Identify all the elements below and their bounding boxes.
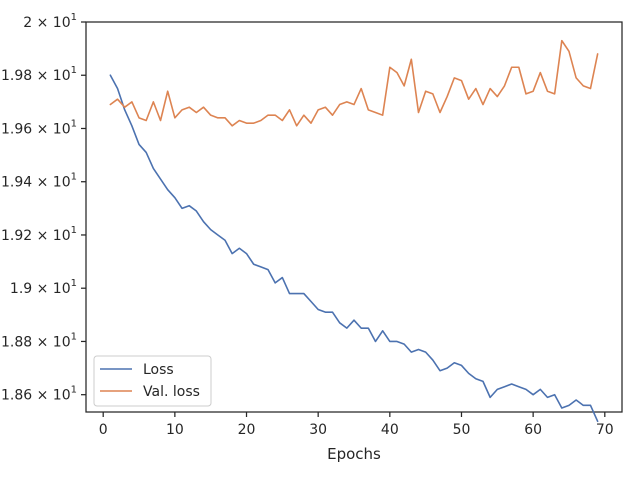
series-line-val-loss	[109, 39, 599, 127]
series-line-loss	[109, 74, 599, 423]
y-tick-label: 1.92 × 101	[1, 225, 77, 244]
y-axis-ticks: 1.86 × 101 1.88 × 101 1.9 × 101 1.92 × 101 1…	[1, 12, 86, 404]
x-tick-label: 70	[596, 422, 614, 438]
x-tick-label: 20	[238, 422, 256, 438]
series-lines	[109, 39, 599, 423]
x-tick-label: 40	[381, 422, 399, 438]
y-tick-label: 2 × 101	[23, 12, 77, 31]
y-tick-label: 1.98 × 101	[1, 65, 77, 84]
x-axis-ticks: 0 10 20 30 40 50 60 70	[99, 412, 614, 438]
y-tick-label: 1.86 × 101	[1, 385, 77, 404]
x-tick-label: 10	[166, 422, 184, 438]
x-tick-label: 0	[99, 422, 108, 438]
plot-frame	[85, 21, 623, 413]
y-tick-label: 1.96 × 101	[1, 118, 77, 137]
x-axis-label: Epochs	[327, 445, 381, 463]
legend: Loss Val. loss	[93, 355, 212, 407]
x-tick-label: 30	[309, 422, 327, 438]
x-tick-label: 60	[524, 422, 542, 438]
legend-label: Val. loss	[143, 384, 200, 400]
x-tick-label: 50	[453, 422, 471, 438]
y-tick-label: 1.9 × 101	[10, 278, 77, 297]
y-tick-label: 1.88 × 101	[1, 331, 77, 350]
y-tick-label: 1.94 × 101	[1, 172, 77, 191]
legend-label: Loss	[143, 362, 174, 378]
